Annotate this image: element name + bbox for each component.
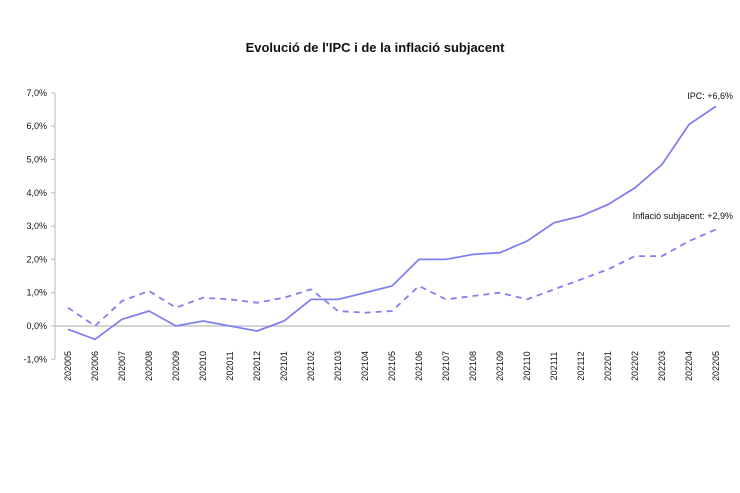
- y-tick-label: 6,0%: [26, 121, 47, 131]
- x-tick-label: 202106: [414, 351, 424, 381]
- x-tick-label: 202007: [117, 351, 127, 381]
- x-tick-label: 202012: [252, 351, 262, 381]
- x-tick-label: 202108: [468, 351, 478, 381]
- x-tick-label: 202011: [225, 351, 235, 380]
- y-tick-label: -1,0%: [23, 354, 47, 364]
- y-tick-label: 2,0%: [26, 254, 47, 264]
- y-axis: -1,0% 0,0% 1,0% 2,0% 3,0% 4,0% 5,0% 6,0% 7,0%: [23, 88, 56, 364]
- x-tick-label: 202204: [684, 351, 694, 381]
- core-inflation-line: [67, 228, 717, 327]
- x-tick-label: 202107: [441, 351, 451, 381]
- x-tick-label: 202201: [603, 351, 613, 381]
- y-tick-label: 4,0%: [26, 188, 47, 198]
- x-axis: 202005 202006 202007 202008 202009 202010 2020…: [55, 325, 730, 381]
- x-tick-label: 202205: [711, 351, 721, 381]
- x-tick-label: 202203: [657, 351, 667, 381]
- chart-title: Evolució de l'IPC i de la inflació subja…: [246, 40, 505, 55]
- x-tick-label: 202109: [495, 351, 505, 381]
- x-tick-label: 202112: [576, 351, 586, 380]
- y-tick-label: 3,0%: [26, 221, 47, 231]
- annotation-core-inflation: Inflació subjacent: +2,9%: [633, 211, 733, 221]
- y-tick-label: 5,0%: [26, 155, 47, 165]
- x-tick-label: 202006: [90, 351, 100, 381]
- x-tick-label: 202008: [144, 351, 154, 381]
- y-tick-label: 1,0%: [26, 288, 47, 298]
- y-tick-label: 0,0%: [26, 321, 47, 331]
- x-tick-label: 202010: [198, 351, 208, 381]
- annotation-ipc: IPC: +6,6%: [687, 91, 733, 101]
- x-tick-label: 202009: [171, 351, 181, 381]
- x-tick-label: 202101: [279, 351, 289, 381]
- x-tick-label: 202202: [630, 351, 640, 381]
- x-tick-label: 202110: [522, 351, 532, 380]
- y-tick-label: 7,0%: [26, 88, 47, 98]
- x-tick-label: 202005: [63, 351, 73, 381]
- x-tick-label: 202102: [306, 351, 316, 381]
- x-tick-label: 202105: [387, 351, 397, 381]
- ipc-line: [67, 105, 717, 341]
- x-tick-label: 202103: [333, 351, 343, 381]
- series-lines: [67, 105, 717, 341]
- x-tick-label: 202104: [360, 351, 370, 381]
- x-tick-label: 202111: [549, 352, 559, 381]
